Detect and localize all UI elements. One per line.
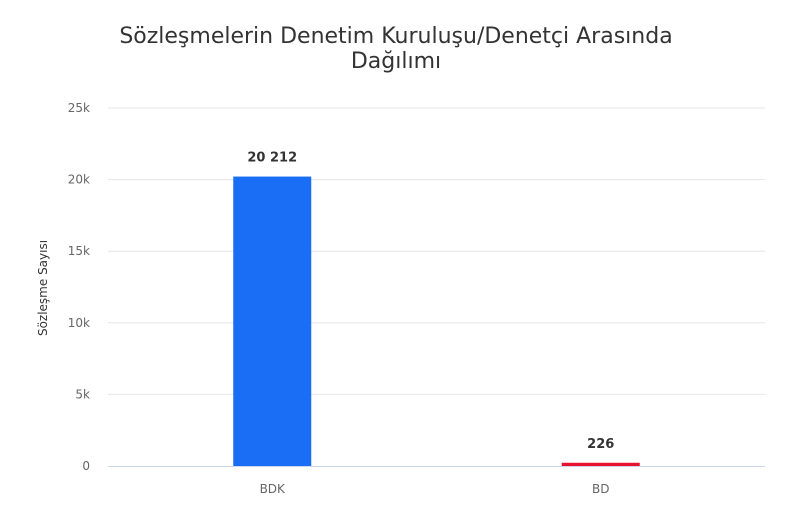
y-tick-label: 0 [82, 459, 90, 473]
bars [233, 176, 640, 467]
chart-title: Sözleşmelerin Denetim Kuruluşu/Denetçi A… [119, 24, 673, 74]
y-tick-label: 5k [75, 387, 90, 401]
gridlines [108, 107, 765, 395]
x-category-label: BDK [260, 482, 286, 496]
y-tick-label: 10k [68, 316, 90, 330]
x-category-label: BD [592, 482, 609, 496]
y-tick-label: 25k [68, 101, 90, 115]
y-axis-label: Sözleşme Sayısı [36, 240, 50, 336]
bar-bdk [233, 176, 312, 467]
data-label: 226 [587, 437, 614, 452]
y-axis-ticks: 0 5k 10k 15k 20k 25k [68, 101, 90, 473]
y-tick-label: 20k [68, 173, 90, 187]
bar-bd [561, 462, 640, 466]
x-axis-categories: BDK BD [260, 482, 610, 496]
data-label: 20 212 [247, 151, 297, 166]
data-labels: 20 212 226 [247, 151, 614, 452]
y-tick-label: 15k [68, 244, 90, 258]
